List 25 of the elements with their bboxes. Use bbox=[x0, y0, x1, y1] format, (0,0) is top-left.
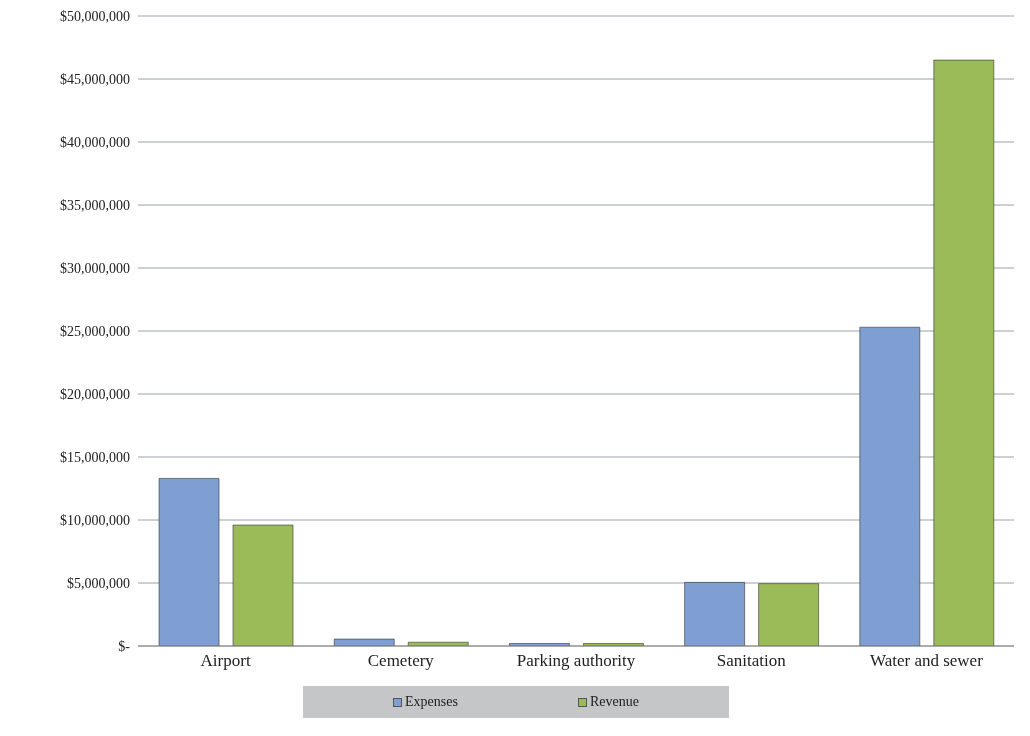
bar bbox=[333, 638, 395, 646]
y-tick-label: $45,000,000 bbox=[60, 71, 130, 87]
bar bbox=[758, 583, 819, 646]
bar bbox=[859, 326, 921, 646]
bar bbox=[933, 59, 995, 646]
y-tick-label: $10,000,000 bbox=[60, 512, 130, 528]
bar bbox=[684, 582, 745, 646]
y-tick-label: $40,000,000 bbox=[60, 134, 130, 150]
y-tick-label: $30,000,000 bbox=[60, 260, 130, 276]
bar bbox=[232, 524, 294, 646]
x-tick-label: Airport bbox=[200, 651, 251, 671]
y-tick-label: $35,000,000 bbox=[60, 197, 130, 213]
y-tick-label: $- bbox=[118, 638, 131, 654]
y-tick-label: $50,000,000 bbox=[60, 8, 130, 24]
legend-label: Expenses bbox=[404, 694, 458, 710]
x-tick-label: Parking authority bbox=[516, 651, 636, 671]
y-tick-label: $25,000,000 bbox=[60, 323, 130, 339]
x-tick-label: Water and sewer bbox=[869, 651, 984, 671]
legend-label: Revenue bbox=[588, 694, 639, 710]
y-tick-label: $20,000,000 bbox=[60, 386, 130, 402]
x-tick-label: Cemetery bbox=[367, 651, 435, 671]
y-tick-label: $5,000,000 bbox=[67, 575, 130, 591]
x-tick-label: Sanitation bbox=[716, 651, 787, 671]
bar bbox=[158, 478, 220, 646]
y-tick-label: $15,000,000 bbox=[60, 449, 130, 465]
